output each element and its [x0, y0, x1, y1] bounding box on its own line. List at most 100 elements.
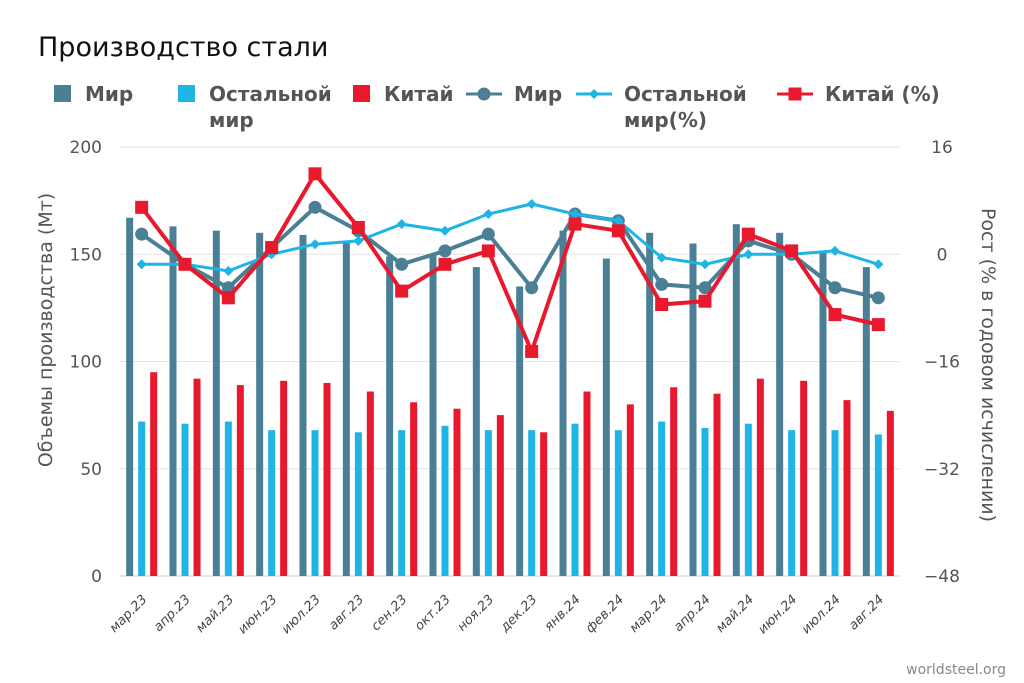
- bar: [138, 421, 146, 576]
- line-point: [698, 294, 712, 308]
- legend-label: Китай (%): [825, 82, 940, 106]
- line-point: [223, 266, 234, 277]
- bar: [756, 378, 764, 576]
- x-tick-label: июл.23: [279, 592, 324, 637]
- line-point: [741, 227, 755, 241]
- bar: [126, 217, 134, 576]
- line-point: [526, 198, 537, 209]
- x-tick-label: авг.24: [846, 592, 887, 633]
- bar: [658, 421, 666, 576]
- line-point: [178, 257, 192, 271]
- y2-tick-label: 0: [937, 245, 948, 265]
- line-point: [656, 252, 667, 263]
- y2-tick-label: 16: [931, 138, 953, 158]
- bar: [571, 423, 579, 576]
- y-tick-label: 100: [70, 353, 102, 373]
- legend-label: Мир: [514, 82, 562, 106]
- bar: [516, 286, 524, 576]
- bar: [193, 378, 201, 576]
- legend-label: мир: [209, 108, 254, 132]
- lines-layer: [135, 167, 885, 358]
- line-point: [438, 244, 452, 258]
- y2-tick-label: −32: [924, 460, 960, 480]
- line-point: [136, 259, 147, 270]
- y-tick-label: 50: [80, 460, 102, 480]
- bar: [280, 380, 288, 576]
- bar: [354, 432, 362, 576]
- x-tick-label: апр.24: [671, 592, 714, 635]
- legend-swatch: [54, 85, 71, 102]
- x-tick-label: июн.24: [756, 592, 801, 637]
- series-line: [140, 170, 879, 358]
- y2-tick-label: −16: [924, 353, 960, 373]
- bar: [429, 254, 437, 576]
- bar: [453, 408, 461, 576]
- bar: [713, 393, 721, 576]
- bar: [169, 226, 177, 577]
- bar: [150, 372, 158, 576]
- bar: [299, 234, 307, 576]
- bar: [181, 423, 189, 576]
- line-point: [477, 87, 491, 101]
- line-point: [395, 284, 409, 298]
- bar: [441, 425, 449, 576]
- bar: [484, 430, 492, 576]
- line-point: [308, 200, 322, 214]
- y-tick-label: 200: [70, 138, 102, 158]
- line-point: [135, 200, 149, 214]
- line-point: [353, 235, 364, 246]
- bar: [646, 232, 654, 577]
- line-point: [351, 220, 365, 234]
- y2-axis-label: Рост (% в годовом исчислении): [977, 208, 999, 522]
- line-point: [613, 215, 624, 226]
- line-point: [828, 281, 842, 295]
- bar: [386, 256, 394, 576]
- line-point: [438, 257, 452, 271]
- legend-label: Остальной: [624, 82, 747, 106]
- line-point: [525, 344, 539, 358]
- line-point: [743, 249, 754, 260]
- bar: [744, 423, 752, 576]
- bar: [472, 267, 480, 576]
- line-point: [871, 318, 885, 332]
- bar: [831, 430, 839, 576]
- bar: [398, 430, 406, 576]
- bar: [788, 430, 796, 576]
- line-point: [481, 244, 495, 258]
- line-point: [830, 245, 840, 256]
- bar: [689, 243, 697, 576]
- x-tick-label: май.24: [713, 592, 757, 636]
- bar: [342, 241, 350, 576]
- line-point: [483, 209, 494, 220]
- line-point: [308, 167, 322, 181]
- bar: [496, 415, 504, 576]
- line-point: [873, 259, 884, 270]
- bar: [670, 387, 678, 576]
- line-point: [481, 227, 495, 241]
- line-point: [395, 257, 409, 271]
- line-point: [568, 217, 582, 231]
- bar: [268, 430, 276, 576]
- bar: [701, 427, 709, 576]
- bar: [559, 230, 567, 576]
- bar: [540, 432, 548, 576]
- bars-layer: [126, 217, 894, 577]
- legend-label: Китай: [384, 82, 453, 106]
- x-tick-label: окт.23: [412, 592, 454, 634]
- bar: [256, 232, 264, 577]
- bar: [800, 380, 808, 576]
- y2-tick-label: −48: [924, 567, 960, 587]
- line-point: [788, 87, 802, 101]
- x-tick-label: авг.23: [326, 592, 367, 633]
- line-point: [785, 244, 799, 258]
- y-axis-right: −48 −32 −16 0 16: [924, 138, 960, 587]
- y-axis-label: Объемы производства (Мт): [35, 193, 57, 467]
- chart-title: Производство стали: [38, 32, 328, 63]
- bar: [732, 224, 740, 576]
- x-tick-label: янв.24: [542, 592, 584, 634]
- x-tick-label: мар.24: [627, 592, 671, 636]
- bar: [819, 252, 827, 577]
